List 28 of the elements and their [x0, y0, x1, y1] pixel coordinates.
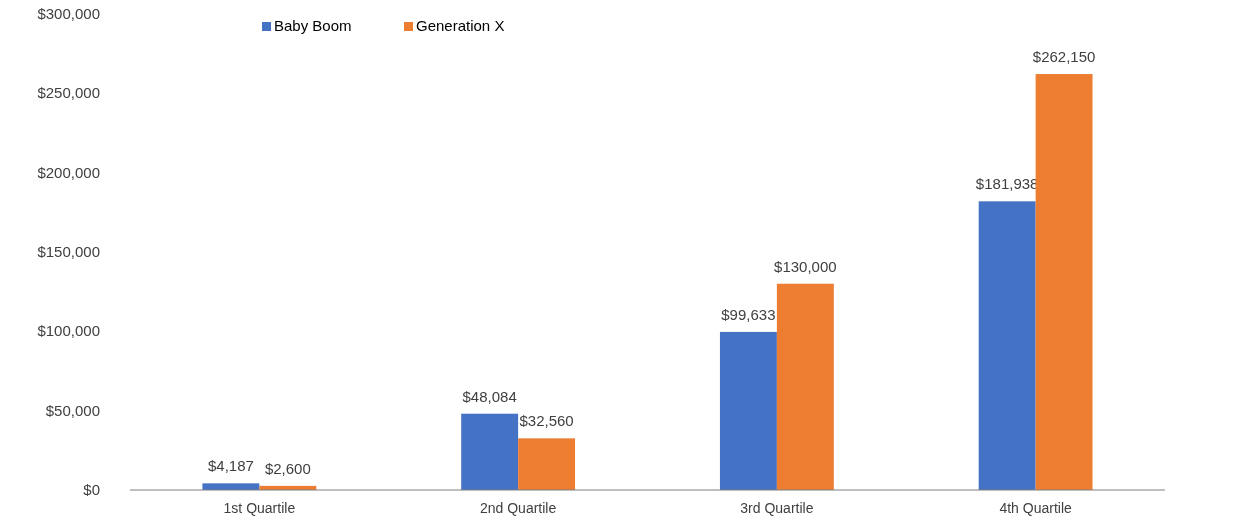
y-tick-label: $150,000 [37, 243, 100, 260]
text: $32,560 [519, 412, 574, 430]
text: $181,938 [975, 175, 1039, 193]
text: $2,600 [264, 459, 311, 477]
x-tick-label: 1st Quartile [223, 500, 296, 516]
text: $130,000 [774, 257, 837, 275]
text: $262,150 [1032, 48, 1096, 66]
text: $48,084 [462, 387, 517, 405]
bar [202, 483, 260, 490]
bar [719, 331, 777, 490]
text: $99,633 [721, 305, 776, 323]
text: $4,187 [207, 457, 254, 475]
bar [978, 201, 1036, 490]
y-tick-label: $250,000 [37, 84, 100, 102]
bar [518, 438, 576, 490]
y-tick-label: $300,000 [37, 5, 100, 22]
legend-label: Generation X [416, 17, 505, 34]
x-tick-label: 3rd Quartile [740, 500, 814, 516]
bar [1035, 74, 1093, 490]
y-tick-label: $0 [83, 481, 100, 498]
y-tick-label: $100,000 [37, 322, 100, 340]
bar [461, 413, 519, 490]
x-tick-label: 2nd Quartile [479, 500, 557, 516]
x-tick-label: 4th Quartile [999, 500, 1073, 516]
legend-label: Baby Boom [274, 17, 352, 34]
y-tick-label: $200,000 [37, 163, 100, 181]
bar [776, 283, 834, 490]
y-tick-label: $50,000 [45, 401, 100, 419]
